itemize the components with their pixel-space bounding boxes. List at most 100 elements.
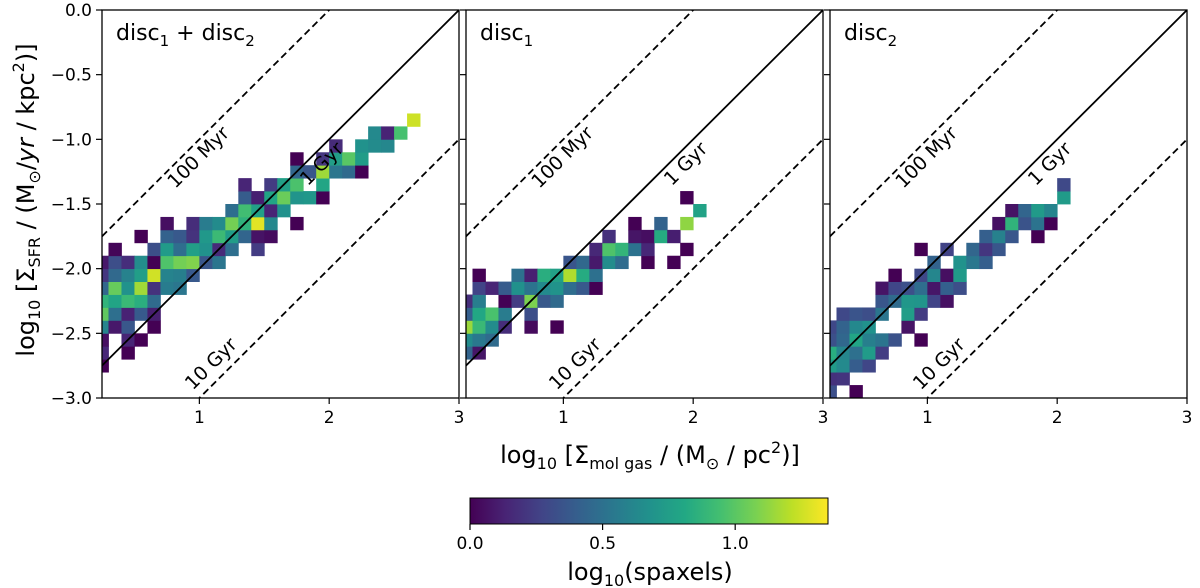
heatmap-cell <box>368 126 382 140</box>
heatmap-cell <box>108 307 122 321</box>
x-tick-label: 1 <box>922 408 933 428</box>
heatmap-cell <box>472 281 486 295</box>
heatmap-cell <box>121 307 135 321</box>
heatmap-cell <box>628 216 642 231</box>
heatmap-cells <box>466 191 707 360</box>
heatmap-cell <box>1044 204 1058 218</box>
heatmap-cell <box>1057 191 1071 205</box>
heatmap-cell <box>368 139 382 153</box>
reference-line-10-gyr <box>926 138 1187 398</box>
y-tick-label: 0.0 <box>65 1 92 21</box>
heatmap-cell <box>1018 216 1032 231</box>
heatmap-cell <box>628 229 642 244</box>
x-tick-label: 3 <box>454 408 465 428</box>
heatmap-cell <box>277 204 291 218</box>
heatmap-cell <box>485 307 499 321</box>
heatmap-cell <box>537 268 551 282</box>
heatmap-cell <box>173 242 187 257</box>
heatmap-cell <box>264 229 278 244</box>
heatmap-cell <box>303 191 317 205</box>
heatmap-cell <box>914 294 928 308</box>
heatmap-cell <box>225 216 239 231</box>
colorbar-gradient <box>469 497 829 525</box>
heatmap-cell <box>875 333 889 347</box>
panel-title: disc2 <box>844 21 897 50</box>
heatmap-cell <box>466 294 473 308</box>
heatmap-cell <box>914 333 928 347</box>
heatmap-cell <box>830 359 837 373</box>
heatmap-cell <box>849 307 863 321</box>
heatmap-cell <box>862 307 876 321</box>
heatmap-cell <box>849 385 863 398</box>
heatmap-cell <box>316 191 330 205</box>
heatmap-cell <box>102 320 109 334</box>
heatmap-cell <box>498 307 512 321</box>
heatmap-cell <box>160 281 174 295</box>
heatmap-cell <box>966 242 980 257</box>
heatmap-cell <box>225 204 239 218</box>
reference-line-1-gyr <box>830 10 1187 367</box>
heatmap-cell <box>147 268 161 282</box>
heatmap-cell <box>849 346 863 360</box>
heatmap-cell <box>641 229 655 244</box>
heatmap-cell <box>147 294 161 308</box>
heatmap-cell <box>316 165 330 179</box>
heatmap-cell <box>199 229 213 244</box>
heatmap-cell <box>147 255 161 270</box>
colorbar-label: log10(spaxels) <box>567 558 733 588</box>
heatmap-cell <box>901 307 915 321</box>
heatmap-cell <box>238 191 252 205</box>
heatmap-cell <box>102 333 109 347</box>
heatmap-cell <box>134 333 148 347</box>
heatmap-cell <box>485 281 499 295</box>
heatmap-cell <box>147 242 161 257</box>
heatmap-cell <box>173 229 187 244</box>
heatmap-cell <box>121 268 135 282</box>
heatmap-cell <box>199 242 213 257</box>
heatmap-cell <box>303 165 317 179</box>
heatmap-cell <box>563 281 577 295</box>
heatmap-cell <box>524 281 538 295</box>
heatmap-cell <box>290 178 304 192</box>
heatmap-cell <box>1031 216 1045 231</box>
reference-line-100-myr <box>466 10 695 237</box>
heatmap-cell <box>381 126 395 140</box>
heatmap-cell <box>511 281 525 295</box>
heatmap-cell <box>102 359 109 373</box>
heatmap-cell <box>186 242 200 257</box>
heatmap-cell <box>290 191 304 205</box>
heatmap-cell <box>102 346 109 360</box>
heatmap-cell <box>862 359 876 373</box>
heatmap-cell <box>563 268 577 282</box>
heatmap-cell <box>147 281 161 295</box>
x-tick-label: 1 <box>194 408 205 428</box>
heatmap-cell <box>342 165 356 179</box>
heatmap-cell <box>550 294 564 308</box>
heatmap-cell <box>914 242 928 257</box>
reference-line-10-gyr <box>562 138 823 398</box>
reference-line-1-gyr <box>102 10 459 367</box>
heatmap-cell <box>134 281 148 295</box>
heatmap-cell <box>830 372 837 386</box>
heatmap-cell <box>316 152 330 166</box>
heatmap-cell <box>953 255 967 270</box>
heatmap-cell <box>537 294 551 308</box>
heatmap-cell <box>290 216 304 231</box>
heatmap-cell <box>1018 204 1032 218</box>
heatmap-cell <box>511 268 525 282</box>
reference-line-100-myr <box>830 10 1059 237</box>
heatmap-cell <box>251 216 265 231</box>
x-tick-label: 2 <box>688 408 699 428</box>
heatmap-cell <box>901 320 915 334</box>
heatmap-cell <box>498 294 512 308</box>
heatmap-cells <box>830 178 1071 398</box>
heatmap-cell <box>121 281 135 295</box>
heatmap-cell <box>1031 229 1045 244</box>
heatmap-cell <box>602 255 616 270</box>
heatmap-cell <box>979 242 993 257</box>
heatmap-cell <box>830 333 837 347</box>
heatmap-cell <box>173 255 187 270</box>
heatmap-cell <box>134 294 148 308</box>
